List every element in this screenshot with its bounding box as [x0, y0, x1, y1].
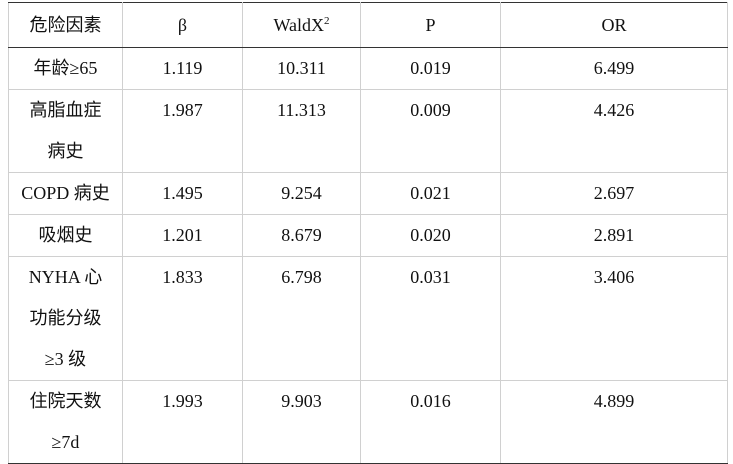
- p-cell: 0.020: [360, 214, 501, 257]
- factor-line: 高脂血症: [29, 100, 102, 120]
- p-cell: 0.019: [360, 47, 501, 90]
- factor-line: COPD 病史: [21, 183, 110, 203]
- column-header: β: [122, 2, 243, 48]
- table-row: 住院天数 ≥7d 1.993 9.903 0.016 4.899: [8, 380, 728, 464]
- or-cell: 2.697: [500, 172, 728, 215]
- factor-cell: COPD 病史: [8, 172, 123, 215]
- wald-cell: 8.679: [242, 214, 361, 257]
- or-cell: 6.499: [500, 47, 728, 90]
- factor-line: ≥7d: [51, 432, 80, 452]
- factor-cell: 吸烟史: [8, 214, 123, 257]
- column-header: OR: [500, 2, 728, 48]
- factor-line: 住院天数: [29, 391, 102, 411]
- p-cell: 0.009: [360, 89, 501, 173]
- table-row: 吸烟史 1.201 8.679 0.020 2.891: [8, 214, 728, 257]
- wald-cell: 9.903: [242, 380, 361, 464]
- column-header: WaldX2: [242, 2, 361, 48]
- p-cell: 0.021: [360, 172, 501, 215]
- beta-cell: 1.495: [122, 172, 243, 215]
- wald-cell: 11.313: [242, 89, 361, 173]
- factor-line: NYHA 心: [28, 267, 103, 287]
- superscript: 2: [324, 15, 330, 27]
- risk-table: 危险因素 β WaldX2 P OR 年龄≥65 1.119 10.311 0.019…: [8, 2, 728, 464]
- table-row: NYHA 心功能分级 ≥3 级 1.833 6.798 0.031 3.406: [8, 256, 728, 381]
- or-cell: 3.406: [500, 256, 728, 381]
- factor-line: 吸烟史: [38, 225, 93, 245]
- factor-cell: 年龄≥65: [8, 47, 123, 90]
- wald-cell: 9.254: [242, 172, 361, 215]
- factor-line: 年龄≥65: [33, 58, 98, 78]
- factor-cell: 高脂血症 病史: [8, 89, 123, 173]
- beta-cell: 1.201: [122, 214, 243, 257]
- factor-cell: 住院天数 ≥7d: [8, 380, 123, 464]
- or-cell: 2.891: [500, 214, 728, 257]
- beta-cell: 1.833: [122, 256, 243, 381]
- table-header: 危险因素 β WaldX2 P OR: [8, 2, 728, 48]
- beta-cell: 1.119: [122, 47, 243, 90]
- or-cell: 4.426: [500, 89, 728, 173]
- table-row: COPD 病史 1.495 9.254 0.021 2.697: [8, 172, 728, 215]
- table-body: 年龄≥65 1.119 10.311 0.019 6.499 高脂血症 病史 1.987 11.…: [8, 47, 728, 464]
- column-header-text: WaldX: [273, 15, 325, 35]
- p-cell: 0.031: [360, 256, 501, 381]
- or-cell: 4.899: [500, 380, 728, 464]
- header-row: 危险因素 β WaldX2 P OR: [8, 2, 728, 48]
- wald-cell: 10.311: [242, 47, 361, 90]
- table-row: 高脂血症 病史 1.987 11.313 0.009 4.426: [8, 89, 728, 173]
- factor-line: 病史: [47, 141, 84, 161]
- wald-cell: 6.798: [242, 256, 361, 381]
- p-cell: 0.016: [360, 380, 501, 464]
- factor-line: 功能分级: [29, 308, 102, 328]
- beta-cell: 1.993: [122, 380, 243, 464]
- factor-cell: NYHA 心功能分级 ≥3 级: [8, 256, 123, 381]
- factor-line: ≥3 级: [44, 349, 87, 369]
- table-row: 年龄≥65 1.119 10.311 0.019 6.499: [8, 47, 728, 90]
- column-header: 危险因素: [8, 2, 123, 48]
- beta-cell: 1.987: [122, 89, 243, 173]
- column-header: P: [360, 2, 501, 48]
